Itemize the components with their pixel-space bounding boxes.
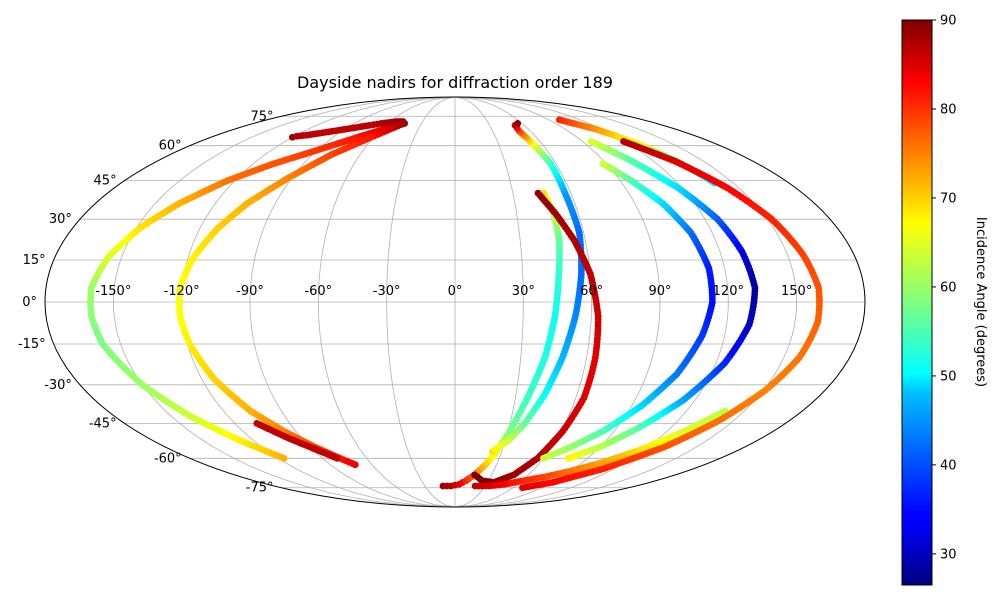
colorbar-gradient bbox=[901, 19, 933, 586]
colorbar-tick-label: 80 bbox=[940, 102, 957, 117]
data-point bbox=[514, 120, 522, 127]
latitude-tick-label: 75° bbox=[250, 109, 273, 124]
data-point bbox=[519, 484, 526, 492]
meridian-gridline bbox=[112, 97, 456, 507]
data-point bbox=[587, 138, 595, 145]
meridian-gridline bbox=[454, 97, 661, 507]
data-point bbox=[471, 471, 478, 479]
longitude-tick-label: -90° bbox=[236, 284, 264, 299]
meridian-gridline bbox=[317, 97, 456, 507]
colorbar-ticks: 30 40 50 60 70 80 90 bbox=[932, 14, 957, 562]
latitude-tick-label: 15° bbox=[23, 253, 46, 268]
colorbar-label: Incidence Angle (degrees) bbox=[973, 217, 988, 387]
data-point bbox=[333, 454, 341, 462]
map-boundary bbox=[44, 96, 866, 508]
colorbar-tick-label: 90 bbox=[940, 14, 957, 29]
longitude-tick-label: -60° bbox=[304, 284, 332, 299]
colorbar-tick-label: 70 bbox=[940, 191, 957, 206]
latitude-tick-label: -15° bbox=[18, 337, 46, 352]
meridian-gridline bbox=[454, 97, 524, 507]
longitude-tick-label: 60° bbox=[580, 284, 603, 299]
latitude-tick-label: 60° bbox=[159, 139, 182, 154]
latitude-tick-label: -45° bbox=[89, 416, 117, 431]
longitude-tick-label: 90° bbox=[648, 284, 671, 299]
longitude-tick-label: 0° bbox=[448, 284, 463, 299]
meridian-gridline bbox=[454, 97, 798, 507]
meridian-gridline bbox=[386, 97, 456, 507]
chart-title: Dayside nadirs for diffraction order 189 bbox=[297, 73, 613, 92]
longitude-tick-label: -120° bbox=[164, 284, 200, 299]
latitude-tick-label: 0° bbox=[22, 295, 37, 310]
longitude-tick-label: -150° bbox=[95, 284, 131, 299]
colorbar-tick-label: 40 bbox=[940, 458, 957, 473]
colorbar: 30 40 50 60 70 80 90 Incidence Angle (degrees) bbox=[901, 14, 988, 586]
longitude-tick-label: 150° bbox=[781, 284, 812, 299]
latitude-tick-label: -75° bbox=[246, 481, 274, 496]
latitude-tick-label: -30° bbox=[44, 378, 72, 393]
latitude-tick-label: 45° bbox=[94, 174, 117, 189]
longitude-tick-label: -30° bbox=[373, 284, 401, 299]
colorbar-tick-label: 60 bbox=[940, 280, 957, 295]
colorbar-tick-label: 30 bbox=[940, 547, 957, 562]
longitude-tick-labels: -150° -120° -90° -60° -30° 0° 30° 60° 90° 120° 150… bbox=[95, 284, 812, 299]
map-area: -150° -120° -90° -60° -30° 0° 30° 60° 90° 120° 150… bbox=[18, 96, 866, 508]
data-point bbox=[351, 461, 359, 469]
latitude-tick-label: -60° bbox=[154, 451, 182, 466]
data-point bbox=[599, 160, 607, 168]
latitude-tick-label: 30° bbox=[49, 212, 72, 227]
data-points bbox=[87, 116, 823, 492]
data-point bbox=[280, 454, 288, 462]
latitude-tick-labels: 75° 60° 45° 30° 15° 0° -15° -30° -45° -60° -75° bbox=[18, 109, 274, 495]
colorbar-tick-label: 50 bbox=[940, 369, 957, 384]
longitude-tick-label: 30° bbox=[512, 284, 535, 299]
longitude-tick-label: 120° bbox=[713, 284, 744, 299]
